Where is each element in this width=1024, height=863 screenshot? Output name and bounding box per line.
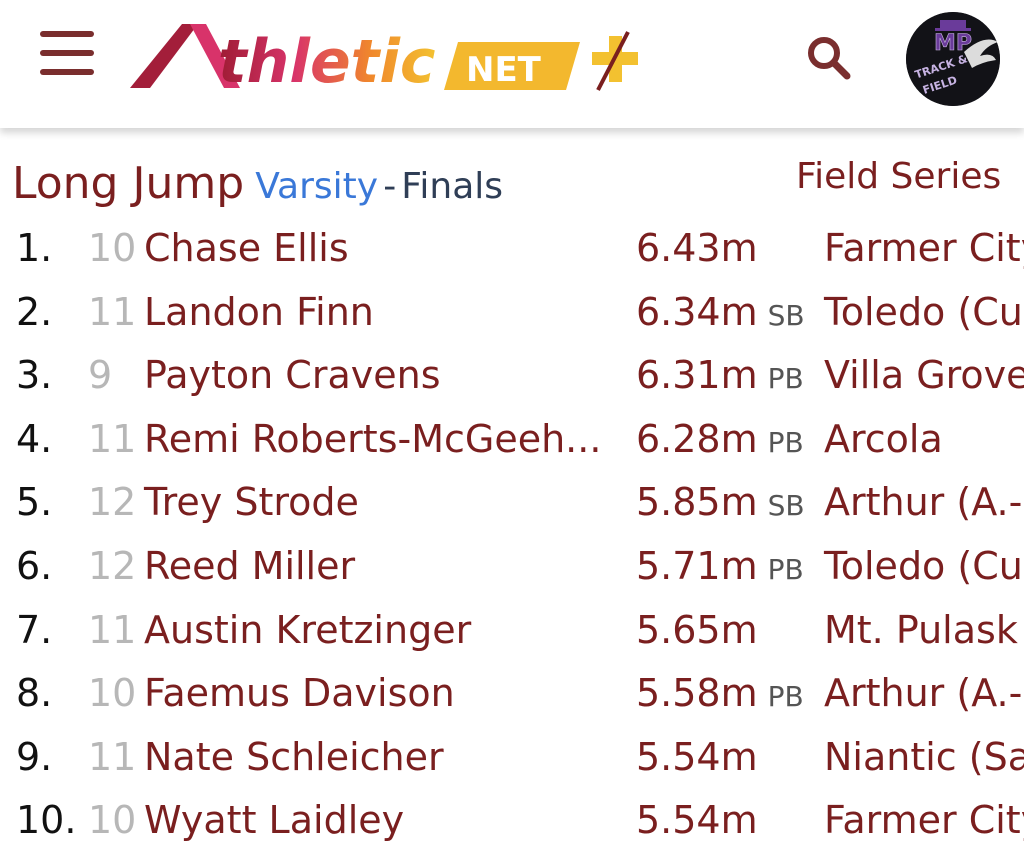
athlete-link[interactable]: Trey Strode bbox=[144, 480, 359, 525]
search-icon[interactable] bbox=[804, 33, 854, 83]
result-grade: 9 bbox=[88, 353, 113, 398]
team-link[interactable]: Arthur (A.- bbox=[824, 480, 1023, 525]
result-mark-cell: 6.43m bbox=[636, 216, 758, 280]
result-place: 7. bbox=[16, 607, 53, 652]
result-mark[interactable]: 6.31m bbox=[636, 353, 758, 398]
result-place: 6. bbox=[16, 544, 53, 588]
division-link[interactable]: Varsity bbox=[255, 166, 379, 207]
result-row: 9. 11 Nate Schleicher 5.54m Niantic (Sa bbox=[0, 725, 1024, 789]
result-grade: 11 bbox=[88, 734, 137, 779]
round-name: Finals bbox=[401, 166, 504, 207]
record-tag: PB bbox=[767, 362, 804, 396]
result-mark-cell: 5.71m PB bbox=[636, 534, 804, 602]
team-link[interactable]: Niantic (Sa bbox=[824, 734, 1024, 779]
result-grade: 11 bbox=[88, 416, 137, 461]
result-place: 10. bbox=[16, 798, 77, 843]
result-mark[interactable]: 5.54m bbox=[636, 798, 758, 843]
record-tag: PB bbox=[767, 425, 804, 459]
result-place: 9. bbox=[16, 734, 53, 779]
event-title-row: Long Jump Varsity - Finals bbox=[12, 158, 1024, 212]
result-grade: 11 bbox=[88, 607, 137, 652]
result-row: 10. 10 Wyatt Laidley 5.54m Farmer City bbox=[0, 788, 1024, 852]
result-mark[interactable]: 6.34m bbox=[636, 289, 758, 334]
svg-text:thletic: thletic bbox=[218, 27, 435, 97]
svg-text:MP: MP bbox=[934, 31, 972, 56]
result-place: 2. bbox=[16, 289, 53, 334]
result-row: 6. 12 Reed Miller 5.71m PB Toledo (Cu bbox=[0, 534, 1024, 598]
result-grade: 12 bbox=[88, 480, 137, 525]
result-mark-cell: 6.28m PB bbox=[636, 407, 804, 475]
record-tag: SB bbox=[767, 489, 805, 523]
athlete-link[interactable]: Wyatt Laidley bbox=[144, 798, 405, 843]
athletic-net-logo[interactable]: thletic NET bbox=[128, 18, 648, 98]
record-tag: PB bbox=[767, 553, 804, 586]
result-mark[interactable]: 6.43m bbox=[636, 226, 758, 270]
event-name: Long Jump bbox=[12, 158, 245, 209]
avatar[interactable]: MP TRACK & FIELD bbox=[906, 12, 1000, 106]
result-mark-cell: 5.58m PB bbox=[636, 661, 804, 729]
team-link[interactable]: Farmer City bbox=[824, 798, 1024, 843]
result-grade: 10 bbox=[88, 226, 137, 270]
result-grade: 10 bbox=[88, 671, 137, 716]
series-link[interactable]: Field Series bbox=[796, 156, 1002, 197]
athlete-link[interactable]: Landon Finn bbox=[144, 289, 374, 334]
result-place: 8. bbox=[16, 671, 53, 716]
result-mark[interactable]: 5.71m bbox=[636, 544, 758, 588]
result-row: 5. 12 Trey Strode 5.85m SB Arthur (A.- bbox=[0, 470, 1024, 534]
team-link[interactable]: Arthur (A.- bbox=[824, 671, 1023, 716]
result-grade: 12 bbox=[88, 544, 137, 588]
hamburger-menu-icon[interactable] bbox=[40, 31, 94, 75]
athlete-link[interactable]: Chase Ellis bbox=[144, 226, 349, 270]
result-grade: 11 bbox=[88, 289, 137, 334]
result-mark-cell: 6.31m PB bbox=[636, 343, 804, 411]
team-link[interactable]: Toledo (Cu bbox=[824, 544, 1023, 588]
result-mark-cell: 5.85m SB bbox=[636, 470, 805, 538]
result-row: 8. 10 Faemus Davison 5.58m PB Arthur (A.- bbox=[0, 661, 1024, 725]
app-header: thletic NET MP TRACK & FIELD bbox=[0, 0, 1024, 128]
result-row: 3. 9 Payton Cravens 6.31m PB Villa Grove bbox=[0, 343, 1024, 407]
result-place: 3. bbox=[16, 353, 53, 398]
result-place: 4. bbox=[16, 416, 53, 461]
svg-text:NET: NET bbox=[466, 50, 542, 90]
result-mark[interactable]: 5.65m bbox=[636, 607, 758, 652]
team-link[interactable]: Arcola bbox=[824, 416, 943, 461]
result-mark[interactable]: 5.85m bbox=[636, 480, 758, 525]
avatar-image: MP TRACK & FIELD bbox=[906, 12, 1000, 106]
athlete-link[interactable]: Payton Cravens bbox=[144, 353, 441, 398]
athlete-link[interactable]: Faemus Davison bbox=[144, 671, 455, 716]
result-place: 1. bbox=[16, 226, 53, 270]
athlete-link[interactable]: Nate Schleicher bbox=[144, 734, 444, 779]
athlete-link[interactable]: Reed Miller bbox=[144, 544, 356, 588]
result-mark[interactable]: 6.28m bbox=[636, 416, 758, 461]
team-link[interactable]: Toledo (Cu bbox=[824, 289, 1023, 334]
results-panel: Long Jump Varsity - Finals Field Series … bbox=[0, 150, 1024, 863]
result-mark-cell: 5.54m bbox=[636, 788, 758, 852]
team-link[interactable]: Villa Grove bbox=[824, 353, 1024, 398]
team-link[interactable]: Farmer City bbox=[824, 226, 1024, 270]
athlete-link[interactable]: Austin Kretzinger bbox=[144, 607, 472, 652]
record-tag: SB bbox=[767, 298, 805, 332]
result-mark-cell: 6.34m SB bbox=[636, 280, 805, 348]
result-mark[interactable]: 5.58m bbox=[636, 671, 758, 716]
result-mark-cell: 5.54m bbox=[636, 725, 758, 789]
title-separator: - bbox=[383, 166, 397, 207]
result-grade: 10 bbox=[88, 798, 137, 843]
athlete-link[interactable]: Remi Roberts-McGeeh... bbox=[144, 416, 602, 461]
team-link[interactable]: Mt. Pulask bbox=[824, 607, 1018, 652]
record-tag: PB bbox=[767, 680, 804, 714]
result-mark-cell: 5.65m bbox=[636, 598, 758, 662]
result-row: 4. 11 Remi Roberts-McGeeh... 6.28m PB Arcola bbox=[0, 407, 1024, 471]
result-mark[interactable]: 5.54m bbox=[636, 734, 758, 779]
result-row: 7. 11 Austin Kretzinger 5.65m Mt. Pulask bbox=[0, 598, 1024, 662]
result-row: 1. 10 Chase Ellis 6.43m Farmer City bbox=[0, 216, 1024, 280]
result-row: 2. 11 Landon Finn 6.34m SB Toledo (Cu bbox=[0, 280, 1024, 344]
result-place: 5. bbox=[16, 480, 53, 525]
